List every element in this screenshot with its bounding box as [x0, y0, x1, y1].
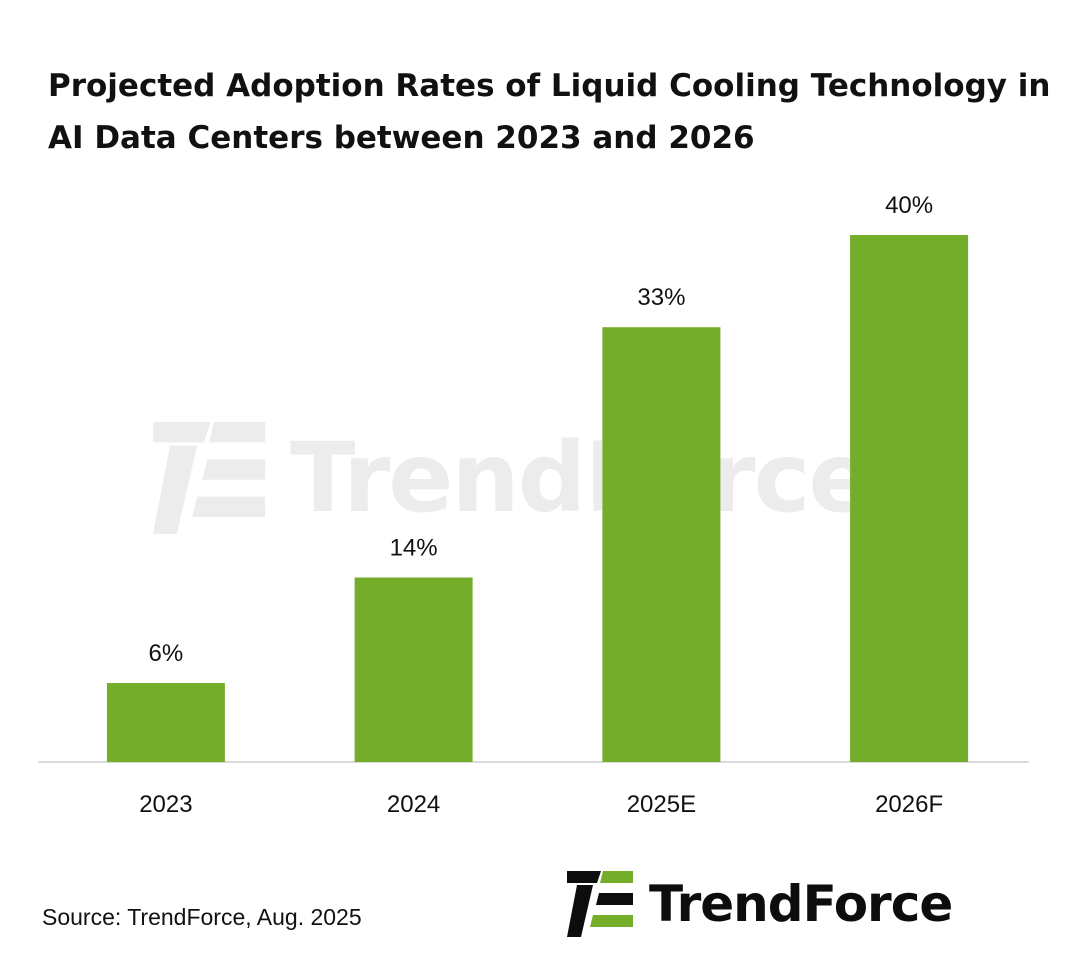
- category-label-2026f: 2026F: [875, 791, 943, 818]
- trendforce-logo-icon: [567, 871, 633, 937]
- source-note: Source: TrendForce, Aug. 2025: [42, 904, 362, 930]
- chart-title: Projected Adoption Rates of Liquid Cooli…: [48, 60, 1058, 164]
- trendforce-logo: TrendForce: [567, 868, 953, 940]
- value-label-2024: 14%: [390, 535, 438, 562]
- value-label-2023: 6%: [149, 640, 184, 667]
- trendforce-logo-text: TrendForce: [649, 875, 953, 933]
- value-label-2026f: 40%: [885, 192, 933, 219]
- bar-2023: [106, 683, 225, 763]
- category-label-2024: 2024: [387, 791, 440, 818]
- chart-title-line-1: Projected Adoption Rates of Liquid Cooli…: [48, 68, 1051, 104]
- bar-2024: [354, 577, 473, 762]
- category-label-2025e: 2025E: [627, 791, 696, 818]
- value-label-2025e: 33%: [637, 284, 685, 311]
- bar-2025e: [602, 327, 721, 762]
- bar-2026f: [850, 235, 969, 762]
- category-label-2023: 2023: [139, 791, 192, 818]
- chart-title-line-2: AI Data Centers between 2023 and 2026: [48, 120, 755, 156]
